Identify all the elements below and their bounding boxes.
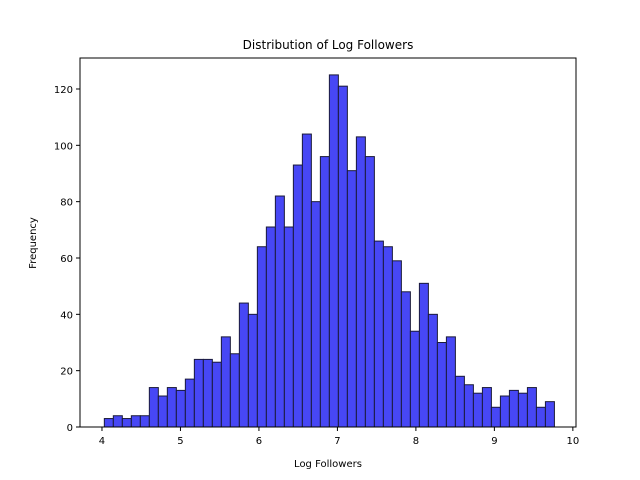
histogram-bar	[148, 387, 159, 428]
histogram-bar	[202, 358, 213, 428]
histogram-bar	[463, 384, 474, 428]
histogram-bar	[220, 336, 231, 428]
y-axis-label: Frequency	[28, 217, 39, 269]
histogram-bar	[229, 353, 240, 428]
histogram-bar	[472, 392, 483, 428]
histogram-bar	[310, 201, 321, 428]
x-tick-label: 4	[99, 436, 105, 447]
histogram-bar	[274, 195, 285, 428]
histogram-bar	[319, 156, 330, 428]
y-tick-label: 40	[60, 310, 73, 321]
histogram-bar	[337, 85, 348, 428]
histogram-bar	[247, 313, 258, 428]
histogram-bar	[427, 313, 438, 428]
histogram-bar	[139, 415, 150, 428]
x-tick-label: 9	[491, 436, 497, 447]
histogram-bar	[436, 341, 447, 428]
histogram-bar	[490, 406, 501, 428]
histogram-bar	[121, 418, 132, 428]
x-tick-label: 6	[256, 436, 262, 447]
histogram-bar	[454, 375, 465, 428]
x-tick-label: 10	[566, 436, 579, 447]
histogram-bar	[382, 246, 393, 428]
histogram-bar	[292, 164, 303, 428]
histogram-bar	[256, 246, 267, 428]
histogram-bar	[409, 330, 420, 428]
histogram-bar	[391, 260, 402, 428]
histogram-bar	[445, 336, 456, 428]
y-tick-label: 120	[54, 85, 73, 96]
histogram-bar	[544, 401, 555, 428]
histogram-bar	[517, 392, 528, 428]
x-tick-label: 5	[177, 436, 183, 447]
plot-frame	[79, 57, 577, 428]
histogram-bar	[526, 387, 537, 428]
y-tick-label: 20	[60, 367, 73, 378]
histogram-bar	[130, 415, 141, 428]
histogram-bar	[283, 226, 294, 428]
histogram-bar	[166, 387, 177, 428]
histogram-bar	[184, 378, 195, 428]
histogram-bar	[238, 302, 249, 428]
histogram-bar	[211, 361, 222, 428]
x-tick-label: 8	[413, 436, 419, 447]
bars-group	[103, 74, 555, 428]
histogram-bar	[364, 156, 375, 428]
x-axis-label: Log Followers	[294, 459, 362, 470]
histogram-bar	[499, 395, 510, 428]
y-tick-label: 80	[60, 198, 73, 209]
histogram-bar	[301, 133, 312, 428]
x-axis-ticks: 4 5 6 7 8 9 10	[99, 427, 579, 447]
y-axis-ticks: 0 20 40 60 80 100 120	[54, 85, 80, 434]
histogram-bar	[535, 406, 546, 428]
y-tick-label: 0	[67, 423, 73, 434]
histogram-bar	[103, 418, 114, 428]
histogram-bar	[373, 240, 384, 428]
histogram-bar	[508, 389, 519, 428]
histogram-bar	[400, 291, 411, 428]
histogram-bar	[112, 415, 123, 428]
histogram-bar	[157, 395, 168, 428]
histogram-bar	[346, 170, 357, 428]
histogram-bar	[355, 136, 366, 428]
histogram-bar	[193, 358, 204, 428]
histogram-bar	[175, 389, 186, 428]
y-tick-label: 100	[54, 141, 73, 152]
histogram-bar	[328, 74, 339, 428]
y-tick-label: 60	[60, 254, 73, 265]
histogram-bar	[481, 387, 492, 428]
x-tick-label: 7	[334, 436, 340, 447]
chart-title: Distribution of Log Followers	[243, 38, 414, 52]
histogram-bar	[418, 282, 429, 428]
histogram-bar	[265, 226, 276, 428]
